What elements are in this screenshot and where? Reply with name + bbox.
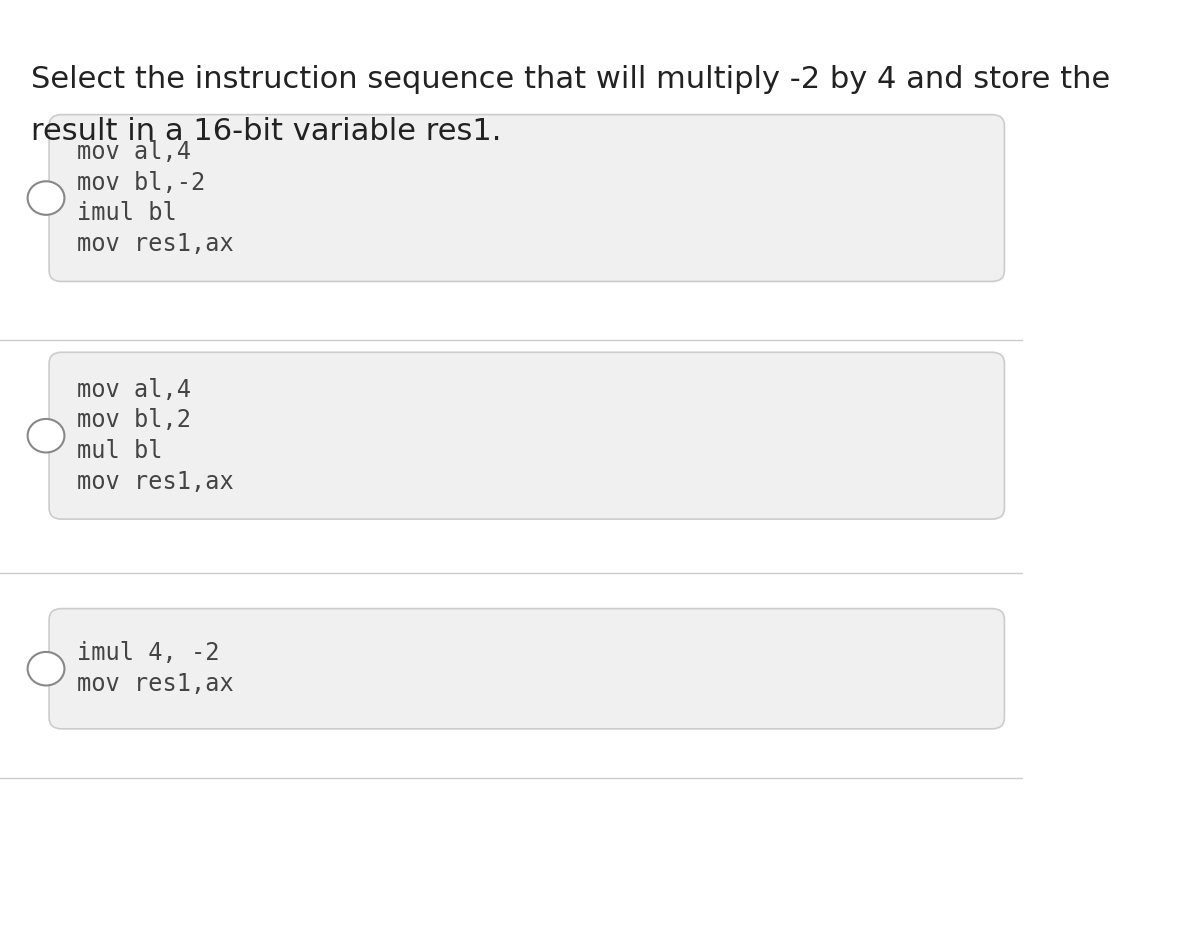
Text: mov res1,ax: mov res1,ax — [77, 672, 234, 696]
Text: mov bl,2: mov bl,2 — [77, 408, 191, 432]
Circle shape — [28, 419, 65, 453]
FancyBboxPatch shape — [49, 115, 1004, 281]
FancyBboxPatch shape — [49, 609, 1004, 729]
Text: Select the instruction sequence that will multiply -2 by 4 and store the: Select the instruction sequence that wil… — [31, 65, 1110, 94]
Text: result in a 16-bit variable res1.: result in a 16-bit variable res1. — [31, 116, 502, 145]
Text: imul bl: imul bl — [77, 201, 176, 226]
Circle shape — [28, 652, 65, 686]
Circle shape — [28, 182, 65, 215]
Text: mov res1,ax: mov res1,ax — [77, 232, 234, 256]
FancyBboxPatch shape — [49, 352, 1004, 519]
Text: mul bl: mul bl — [77, 439, 162, 463]
Text: mov al,4: mov al,4 — [77, 140, 191, 164]
Text: mov bl,-2: mov bl,-2 — [77, 171, 205, 195]
Text: mov al,4: mov al,4 — [77, 377, 191, 402]
Text: imul 4, -2: imul 4, -2 — [77, 641, 220, 665]
Text: mov res1,ax: mov res1,ax — [77, 470, 234, 494]
